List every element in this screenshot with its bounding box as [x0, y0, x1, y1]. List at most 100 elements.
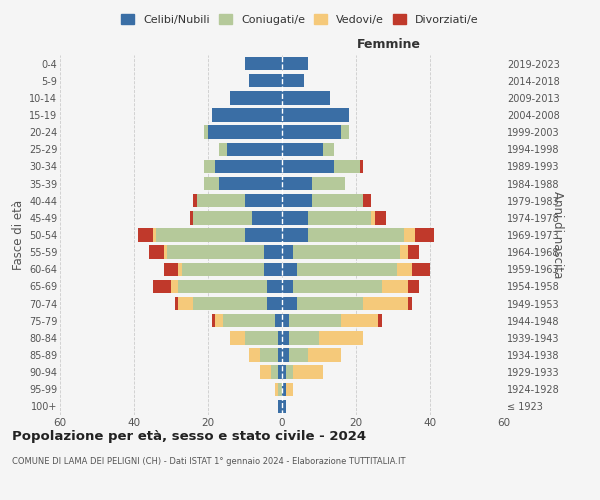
Bar: [267, 297, 282, 310]
Bar: [164, 262, 178, 276]
Bar: [249, 74, 282, 88]
Bar: [341, 314, 378, 328]
Bar: [282, 74, 304, 88]
Bar: [178, 280, 267, 293]
Bar: [193, 194, 197, 207]
Text: COMUNE DI LAMA DEI PELIGNI (CH) - Dati ISTAT 1° gennaio 2024 - Elaborazione TUTT: COMUNE DI LAMA DEI PELIGNI (CH) - Dati I…: [12, 458, 406, 466]
Bar: [260, 348, 278, 362]
Bar: [282, 126, 341, 139]
Bar: [319, 331, 364, 344]
Bar: [263, 246, 282, 259]
Bar: [171, 280, 178, 293]
Bar: [282, 366, 286, 379]
Bar: [282, 280, 293, 293]
Bar: [190, 211, 193, 224]
Bar: [215, 160, 282, 173]
Bar: [282, 57, 308, 70]
Bar: [263, 262, 282, 276]
Bar: [404, 228, 415, 241]
Y-axis label: Fasce di età: Fasce di età: [11, 200, 25, 270]
Legend: Celibi/Nubili, Coniugati/e, Vedovi/e, Divorziati/e: Celibi/Nubili, Coniugati/e, Vedovi/e, Di…: [118, 10, 482, 28]
Bar: [219, 142, 227, 156]
Bar: [382, 280, 408, 293]
Bar: [308, 348, 341, 362]
Bar: [227, 142, 282, 156]
Bar: [282, 142, 323, 156]
Bar: [278, 366, 282, 379]
Bar: [204, 160, 215, 173]
Bar: [308, 211, 371, 224]
Bar: [378, 314, 382, 328]
Bar: [197, 194, 245, 207]
Bar: [360, 160, 364, 173]
Bar: [230, 331, 245, 344]
Bar: [275, 314, 282, 328]
Bar: [215, 314, 223, 328]
Bar: [275, 382, 278, 396]
Text: Femmine: Femmine: [356, 38, 421, 52]
Bar: [208, 126, 282, 139]
Bar: [152, 280, 171, 293]
Bar: [178, 262, 182, 276]
Bar: [175, 297, 178, 310]
Bar: [293, 246, 400, 259]
Bar: [293, 280, 382, 293]
Bar: [282, 331, 289, 344]
Bar: [204, 177, 219, 190]
Bar: [282, 348, 289, 362]
Bar: [212, 108, 282, 122]
Bar: [289, 348, 308, 362]
Bar: [286, 366, 293, 379]
Bar: [245, 194, 282, 207]
Bar: [311, 177, 345, 190]
Bar: [278, 400, 282, 413]
Bar: [408, 246, 419, 259]
Bar: [282, 314, 289, 328]
Bar: [152, 228, 156, 241]
Bar: [219, 177, 282, 190]
Bar: [289, 314, 341, 328]
Bar: [193, 211, 253, 224]
Bar: [408, 280, 419, 293]
Bar: [364, 194, 371, 207]
Bar: [397, 262, 412, 276]
Bar: [334, 160, 360, 173]
Bar: [282, 194, 311, 207]
Bar: [278, 331, 282, 344]
Bar: [245, 57, 282, 70]
Bar: [282, 228, 308, 241]
Bar: [249, 348, 260, 362]
Bar: [282, 246, 293, 259]
Bar: [193, 297, 267, 310]
Text: Popolazione per età, sesso e stato civile - 2024: Popolazione per età, sesso e stato civil…: [12, 430, 366, 443]
Bar: [400, 246, 408, 259]
Bar: [167, 246, 263, 259]
Bar: [371, 211, 374, 224]
Bar: [364, 297, 408, 310]
Bar: [164, 246, 167, 259]
Bar: [374, 211, 386, 224]
Bar: [293, 366, 323, 379]
Bar: [245, 331, 278, 344]
Bar: [282, 160, 334, 173]
Bar: [415, 228, 434, 241]
Bar: [156, 228, 245, 241]
Bar: [311, 194, 364, 207]
Bar: [408, 297, 412, 310]
Y-axis label: Anni di nascita: Anni di nascita: [551, 192, 564, 278]
Bar: [286, 382, 293, 396]
Bar: [297, 262, 397, 276]
Bar: [223, 314, 275, 328]
Bar: [149, 246, 164, 259]
Bar: [182, 262, 263, 276]
Bar: [282, 211, 308, 224]
Bar: [341, 126, 349, 139]
Bar: [204, 126, 208, 139]
Bar: [323, 142, 334, 156]
Bar: [412, 262, 430, 276]
Bar: [282, 91, 330, 104]
Bar: [260, 366, 271, 379]
Bar: [282, 400, 286, 413]
Bar: [267, 280, 282, 293]
Bar: [282, 177, 311, 190]
